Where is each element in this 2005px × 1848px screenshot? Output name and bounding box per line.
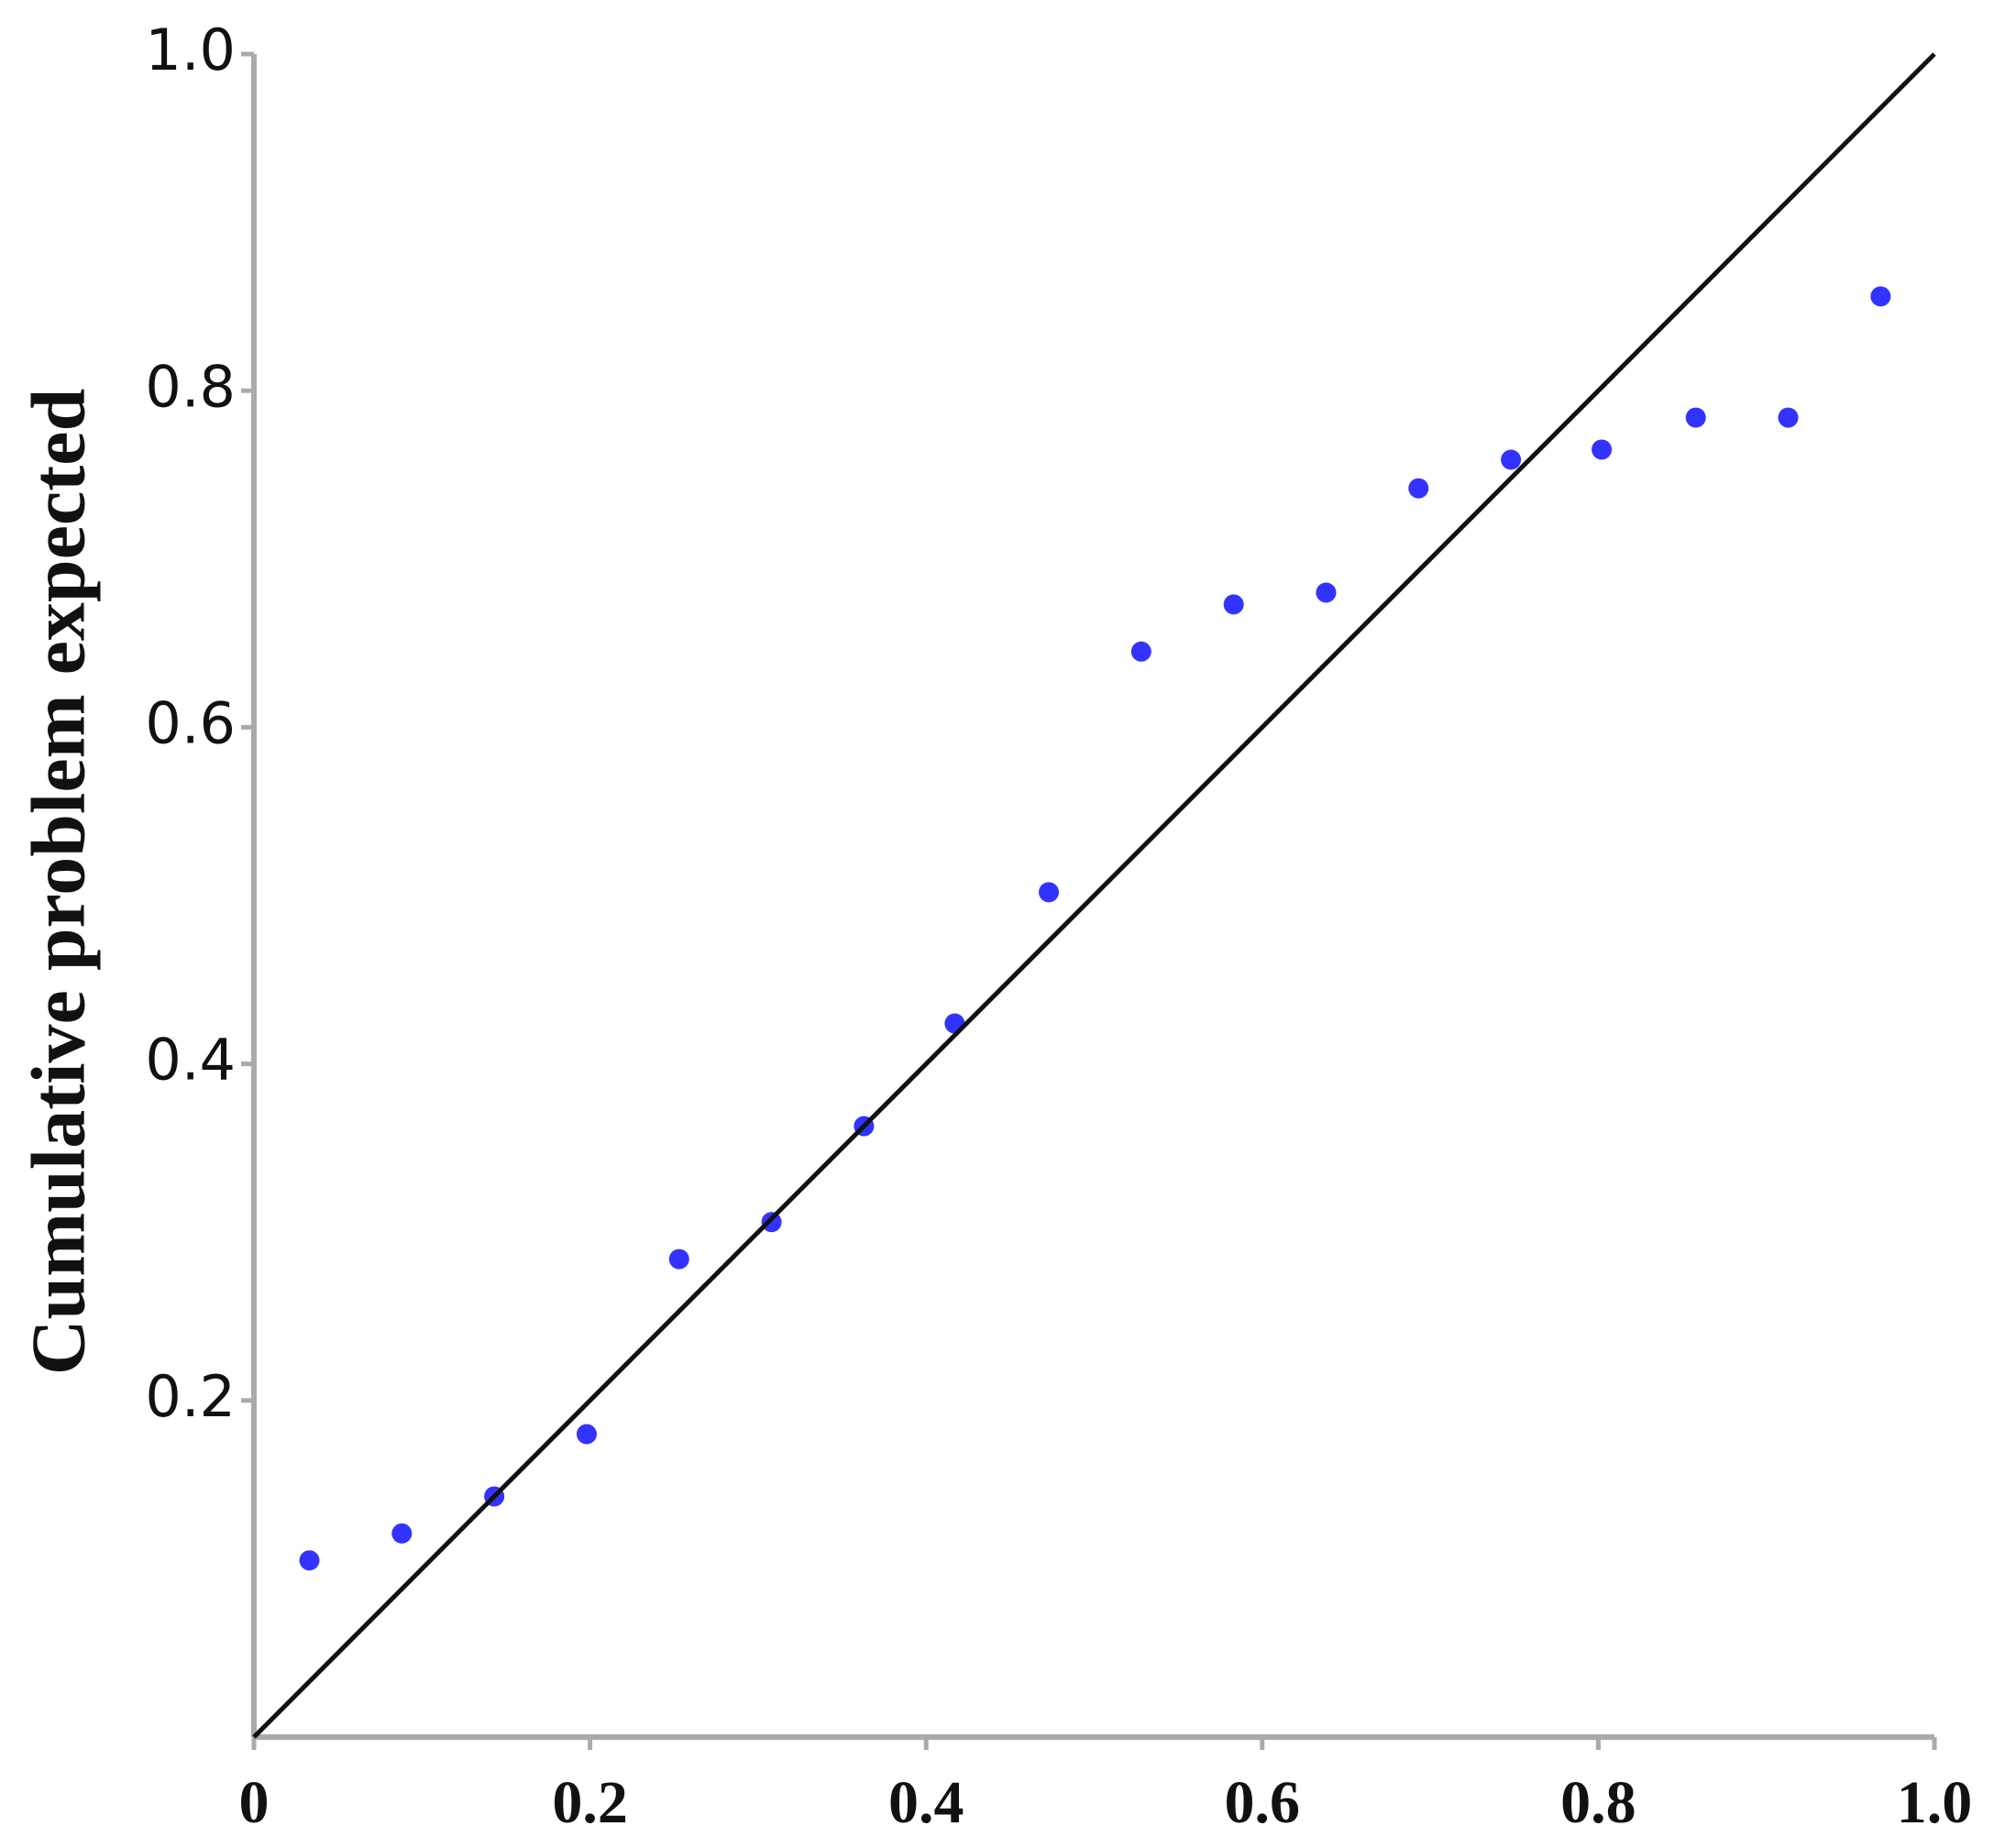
point [576,1424,597,1445]
x-tick-label: 0.2 [552,1769,628,1836]
point [1778,407,1799,428]
y-tick-label: 0.4 [145,1027,236,1094]
x-tick-label: 0.4 [888,1769,964,1836]
point [668,1248,689,1270]
y-tick-label: 0.2 [145,1363,236,1430]
point [1592,439,1613,460]
y-tick-label: 1.0 [145,16,236,83]
point [1130,641,1151,662]
point [1501,449,1522,470]
x-tick-label: 0.8 [1560,1769,1636,1836]
x-tick-label: 0 [239,1769,270,1836]
point [299,1550,320,1571]
point [1039,882,1060,903]
point [761,1212,782,1233]
point [1685,407,1706,428]
y-tick-label: 0.8 [145,353,236,420]
point [391,1523,413,1544]
point [1408,478,1429,499]
reference-line [252,52,1936,1739]
x-tick-label: 0.6 [1225,1769,1301,1836]
point [1316,582,1337,603]
point [1223,594,1244,615]
y-axis-label: Cumulative problem expected [16,389,101,1375]
point [1870,286,1891,307]
x-tick-label: 1.0 [1897,1769,1973,1836]
y-tick-label: 0.6 [145,689,236,756]
